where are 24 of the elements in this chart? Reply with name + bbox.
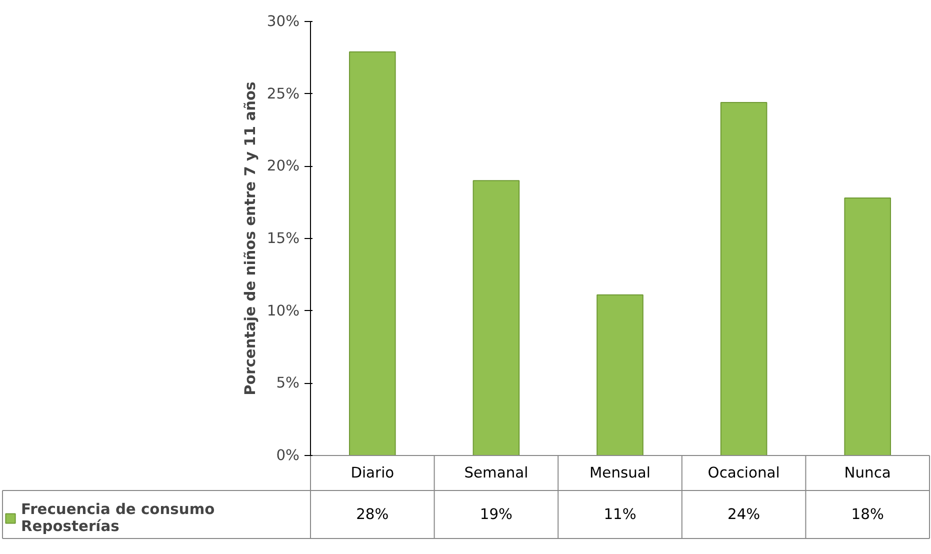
x-tick-label: Semanal [464, 464, 528, 482]
y-tick-label: 15% [266, 230, 300, 247]
data-label: 24% [728, 506, 760, 523]
data-label: 18% [851, 506, 884, 523]
y-tick-label: 20% [266, 158, 300, 175]
y-tick-label: 5% [276, 374, 300, 392]
bar [844, 197, 892, 456]
x-tick-label: Diario [350, 464, 394, 482]
bar [596, 294, 644, 456]
y-tick-label: 10% [266, 302, 300, 320]
bar [348, 51, 396, 456]
data-label: 11% [604, 506, 636, 523]
y-axis-title: Porcentaje de niños entre 7 y 11 años [242, 81, 259, 396]
x-tick-label: Ocacional [708, 464, 780, 482]
x-tick-label: Nunca [844, 464, 891, 482]
y-tick-label: 25% [266, 85, 300, 102]
y-tick-label: 0% [276, 447, 300, 464]
data-label: 28% [356, 506, 389, 523]
data-label: 19% [480, 506, 513, 523]
x-tick-label: Mensual [590, 464, 650, 482]
bar [720, 102, 768, 456]
legend-label: Frecuencia de consumo Reposterías [21, 501, 215, 535]
y-tick-label: 30% [266, 13, 300, 30]
bar [472, 180, 520, 456]
